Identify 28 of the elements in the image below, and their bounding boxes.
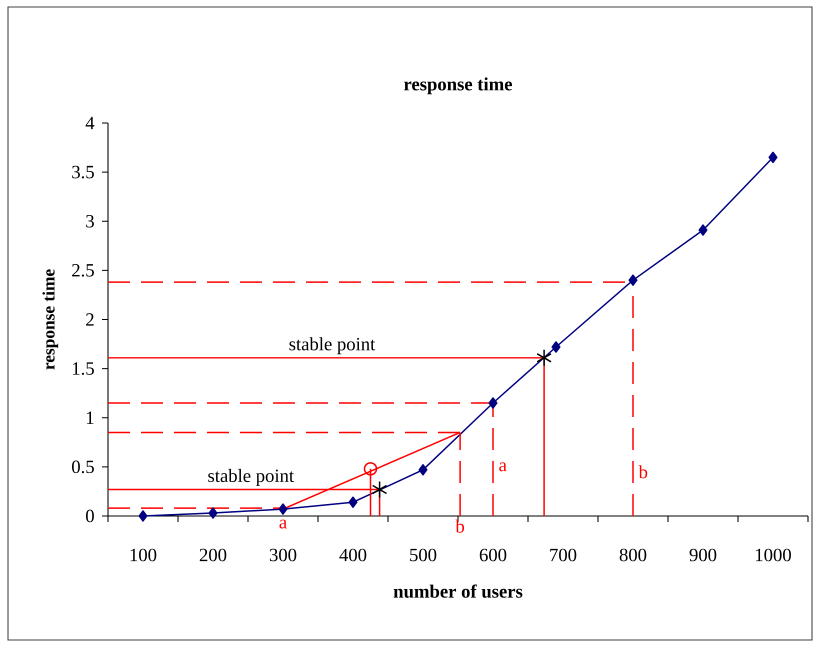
x-tick-label: 200: [200, 548, 226, 562]
x-tick-label: 1000: [756, 548, 791, 562]
y-tick-label: 2: [86, 313, 94, 326]
x-tick-label: 100: [130, 548, 156, 562]
annotation: b: [455, 520, 464, 533]
y-tick-label: 0: [86, 510, 94, 522]
y-tick-label: 0.5: [72, 460, 94, 474]
x-tick-label: 500: [410, 548, 436, 562]
y-tick-label: 3.5: [72, 166, 94, 178]
x-tick-label: 400: [339, 548, 366, 562]
x-axis-title: number of users: [394, 584, 522, 598]
x-tick-label: 800: [620, 548, 646, 562]
y-tick-label: 3: [86, 214, 94, 228]
x-tick-label: 900: [690, 548, 716, 562]
x-tick-label: 600: [480, 548, 506, 562]
annotation: a: [499, 462, 507, 472]
y-tick-label: 4: [86, 116, 94, 130]
x-tick-label: 700: [550, 548, 576, 562]
chart-title: response time: [404, 77, 512, 94]
annotation: stable point: [208, 468, 294, 486]
y-tick-label: 1: [86, 412, 94, 424]
x-tick-label: 300: [270, 548, 296, 562]
y-axis-title: response time: [42, 269, 58, 370]
y-tick-label: 2.5: [72, 264, 94, 277]
annotation: stable point: [289, 337, 376, 354]
annotation: b: [638, 465, 648, 478]
annotation: a: [280, 520, 287, 529]
y-tick-label: 1.5: [72, 362, 94, 375]
